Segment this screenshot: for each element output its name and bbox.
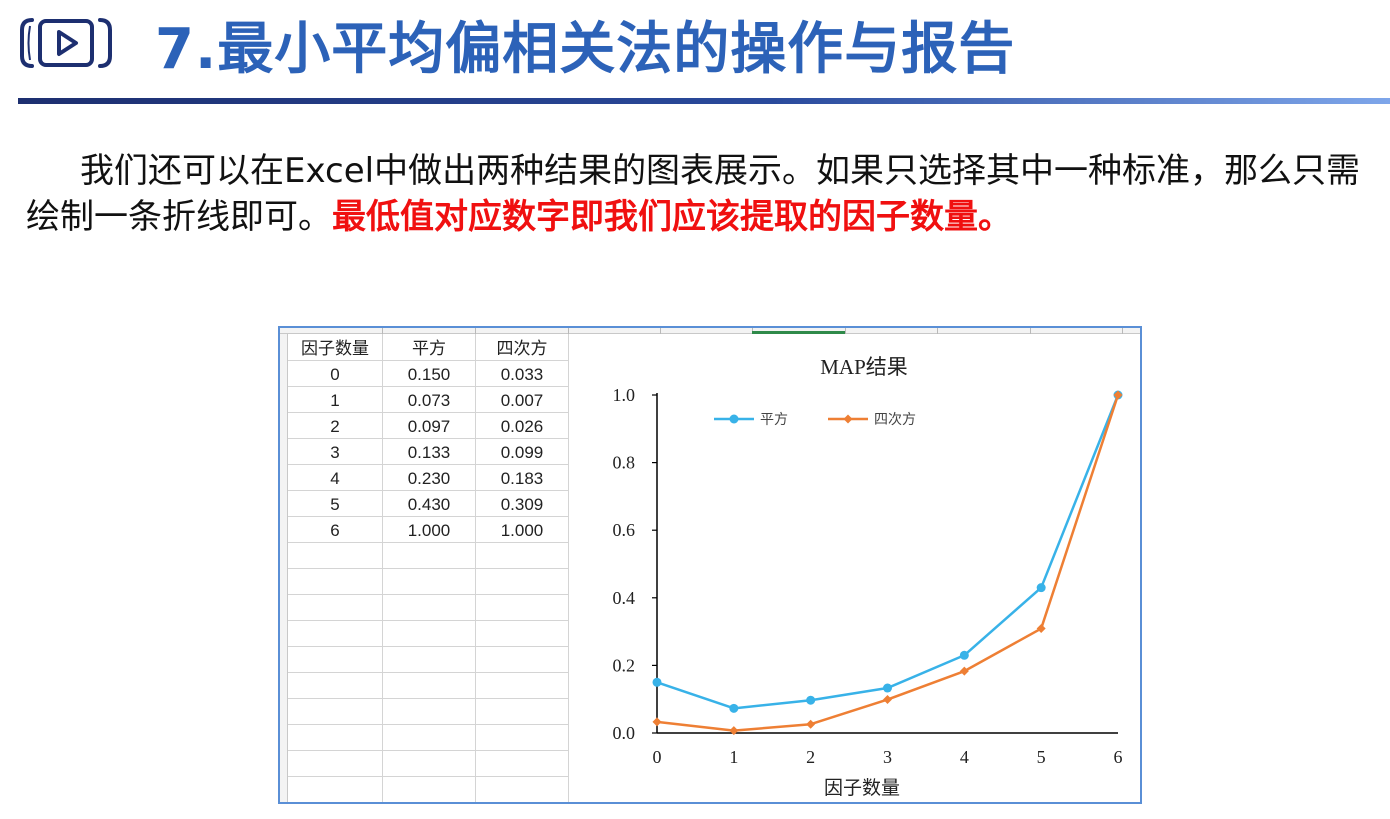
page-title: 7.最小平均偏相关法的操作与报告 [155, 17, 1016, 82]
play-icon [20, 18, 112, 68]
column-header-strip [280, 328, 1140, 334]
data-point [1113, 390, 1123, 400]
table-cell[interactable]: 0.033 [500, 365, 544, 384]
excel-screenshot: 因子数量 平方 四次方 0 0.150 0.033 1 0.073 0.007 … [278, 326, 1142, 804]
table-cell[interactable]: 0 [330, 365, 340, 384]
table-cell[interactable]: 0.150 [407, 365, 451, 384]
table-header-fourth-power[interactable]: 四次方 [496, 339, 548, 359]
data-point [959, 650, 969, 660]
legend-marker [843, 414, 853, 424]
y-tick-label: 0.8 [613, 453, 636, 473]
table-cell[interactable]: 5 [330, 495, 340, 514]
spreadsheet-grid: 因子数量 平方 四次方 0 0.150 0.033 1 0.073 0.007 … [288, 334, 1142, 804]
data-point [959, 666, 969, 676]
legend-marker [729, 414, 739, 424]
series-line-squared [656, 394, 1120, 710]
chart-title: MAP结果 [820, 355, 908, 379]
x-tick-label: 3 [883, 747, 892, 767]
table-cell[interactable]: 0.097 [407, 417, 451, 436]
x-tick-label: 0 [653, 747, 662, 767]
table-cell[interactable]: 0.007 [500, 391, 544, 410]
x-tick-label: 1 [729, 747, 738, 767]
table-header-factor-count[interactable]: 因子数量 [301, 339, 369, 359]
table-cell[interactable]: 0.026 [500, 417, 544, 436]
series-line-fourth-power [656, 394, 1120, 732]
paragraph-highlight: 最低值对应数字即我们应该提取的因子数量。 [332, 197, 1012, 237]
data-point [1036, 624, 1046, 634]
table-cell[interactable]: 0.230 [407, 469, 451, 488]
y-tick-label: 0.2 [613, 655, 636, 675]
table-cell[interactable]: 0.099 [500, 443, 544, 462]
x-tick-label: 4 [960, 747, 969, 767]
data-point [729, 703, 739, 713]
title-divider [18, 98, 1390, 104]
table-cell[interactable]: 0.430 [407, 495, 451, 514]
x-tick-label: 5 [1037, 747, 1046, 767]
data-point [652, 717, 662, 727]
table-cell[interactable]: 6 [330, 521, 340, 540]
table-cell[interactable]: 0.133 [407, 443, 451, 462]
table-cell[interactable]: 0.073 [407, 391, 451, 410]
legend-label: 平方 [760, 412, 788, 428]
chart-legend[interactable]: 平方 四次方 [714, 412, 916, 428]
table-cell[interactable]: 3 [330, 443, 340, 462]
data-point [729, 726, 739, 736]
table-cell[interactable]: 4 [330, 469, 340, 488]
slide-header: 7.最小平均偏相关法的操作与报告 [0, 0, 1390, 108]
data-point [883, 683, 892, 693]
data-point [806, 695, 816, 705]
x-tick-label: 2 [806, 747, 815, 767]
selected-column-indicator [752, 331, 845, 334]
y-tick-label: 0.0 [613, 723, 636, 743]
data-point [1036, 583, 1046, 593]
table-header-squared[interactable]: 平方 [412, 339, 446, 359]
paragraph-text: 我们还可以在Excel中做出两种结果的图表展示。如果只选择其中一种标准，那么只需… [26, 151, 1361, 237]
table-cell[interactable]: 1.000 [500, 521, 544, 540]
x-tick-label: 6 [1114, 747, 1123, 767]
data-point [883, 695, 892, 705]
row-header-strip [280, 334, 288, 802]
body-paragraph: 我们还可以在Excel中做出两种结果的图表展示。如果只选择其中一种标准，那么只需… [26, 148, 1376, 240]
data-point [652, 677, 662, 687]
legend-label: 四次方 [874, 412, 916, 428]
table-cell[interactable]: 2 [330, 417, 340, 436]
map-line-chart[interactable]: MAP结果 因子数量 0.0 0.2 0.4 0.6 0.8 1.0 0 1 2 3 4 5 6 平方 四… [578, 334, 1142, 804]
y-tick-label: 1.0 [613, 385, 636, 405]
table-cell[interactable]: 0.309 [500, 495, 544, 514]
data-point [806, 719, 816, 729]
table-cell[interactable]: 1.000 [407, 521, 451, 540]
table-cell[interactable]: 0.183 [500, 469, 544, 488]
table-cell[interactable]: 1 [330, 391, 340, 410]
chart-series [652, 390, 1123, 736]
x-axis-label: 因子数量 [824, 777, 900, 799]
y-tick-label: 0.4 [613, 588, 636, 608]
y-tick-label: 0.6 [613, 520, 636, 540]
